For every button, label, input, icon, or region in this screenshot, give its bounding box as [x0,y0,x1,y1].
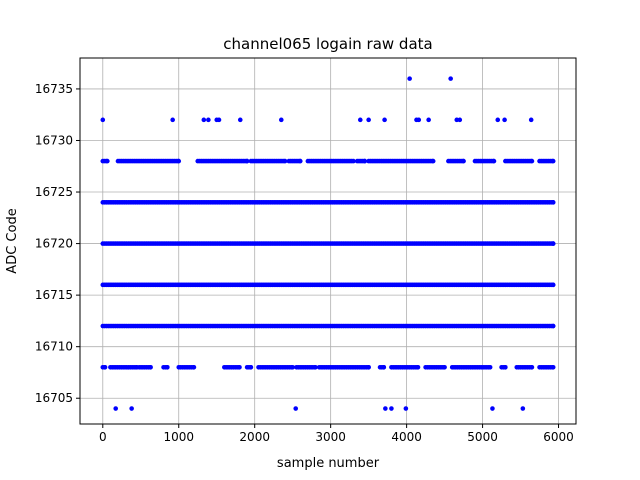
data-point [550,323,556,329]
data-point [105,158,110,164]
data-point [442,365,447,370]
data-point [550,365,556,370]
axis-ticks: 0 1000 2000 3000 4000 5000 6000 16705 16710 16715… [35,82,574,444]
data-point [113,406,118,411]
data-point [191,365,197,370]
x-tick-label: 0 [99,430,107,444]
data-point [100,117,106,123]
data-point [528,117,534,123]
y-axis-label: ADC Code [5,208,20,273]
data-point [248,365,254,370]
data-point [102,365,108,370]
y-tick-label: 16730 [35,133,73,147]
data-point [461,158,466,164]
data-point [490,406,495,411]
data-point [297,158,303,164]
data-point [416,117,422,123]
x-tick-label: 2000 [239,430,270,444]
data-point [244,158,250,164]
data-point [529,365,535,370]
data-point [290,365,295,370]
data-point [407,76,412,81]
y-tick-label: 16725 [35,185,73,199]
data-point [495,117,501,123]
data-point [448,76,453,81]
data-point [129,406,134,411]
data-point [487,365,493,370]
data-points [100,76,556,411]
data-point [206,117,211,123]
data-point [293,406,299,411]
data-point [529,158,535,164]
data-point [366,365,371,370]
x-axis-label: sample number [277,456,380,471]
data-point [366,117,371,123]
data-point [282,158,288,164]
chart-title: channel065 logain raw data [223,35,432,53]
data-point [170,117,175,123]
data-point [237,365,242,370]
data-point [216,117,222,123]
data-point [389,406,394,411]
x-tick-label: 1000 [163,430,194,444]
data-point [403,406,409,411]
data-point [550,158,556,164]
y-tick-label: 16720 [35,237,73,251]
data-point [383,406,388,411]
data-point [550,241,556,246]
y-tick-label: 16710 [35,340,73,354]
data-point [415,365,421,370]
data-point [165,365,170,370]
x-tick-label: 6000 [543,430,574,444]
data-point [148,365,153,370]
data-point [520,406,526,411]
data-point [201,117,207,123]
y-tick-label: 16735 [35,82,73,96]
data-point [381,365,387,370]
data-point [351,158,356,164]
data-point [176,158,182,164]
data-point [382,117,387,123]
x-tick-label: 5000 [467,430,498,444]
data-point [278,117,284,123]
data-point [426,117,431,123]
data-point [502,117,507,123]
plot-frame [79,57,577,425]
data-point [457,117,463,123]
data-point [491,158,497,164]
data-point [550,200,556,205]
x-tick-label: 3000 [315,430,346,444]
data-point [550,282,556,288]
data-point [313,365,318,370]
x-tick-label: 4000 [391,430,422,444]
y-tick-label: 16705 [35,391,73,405]
data-point [430,158,436,164]
y-tick-label: 16715 [35,288,73,302]
data-point [503,365,508,370]
data-point [362,158,368,164]
data-point [237,117,243,123]
data-point [357,117,363,123]
